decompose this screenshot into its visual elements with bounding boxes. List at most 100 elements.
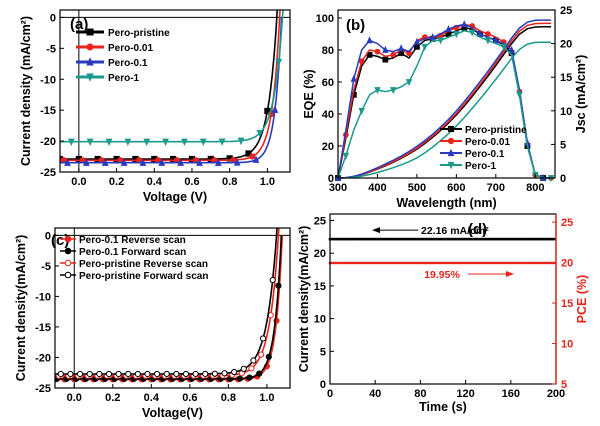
y-tick-label: -10 [35,291,51,303]
pce-marker [468,261,471,265]
pce-marker [482,261,486,265]
current-density-marker [445,237,449,241]
current-density-marker [375,237,379,241]
pce-marker [425,261,429,265]
y-right-axis-label: Jsc (mA/cm²) [574,55,588,134]
pce-marker [341,261,344,265]
pce-marker [343,261,347,265]
pce-marker [348,261,352,265]
pce-marker [500,261,503,265]
pce-marker [388,261,391,265]
pce-marker [532,261,536,265]
series-marker [173,370,180,378]
current-density-marker [400,237,404,241]
series-marker [86,138,94,147]
series-marker [96,370,103,378]
eqe-marker [500,43,507,51]
pce-marker [463,261,466,265]
current-density-marker [500,237,503,241]
y-right-tick-label: 15 [560,72,572,84]
y-tick-label: 80 [322,45,334,57]
current-density-marker [535,237,538,241]
pce-marker [535,261,538,265]
pce-marker [460,261,463,265]
pce-marker [393,261,396,265]
legend-marker [64,235,72,243]
y-tick-label: 25 [314,216,326,228]
pce-marker [333,261,337,265]
series-marker [76,370,84,378]
series-marker [67,370,74,378]
y-tick-label: 60 [322,77,334,89]
legend-label: Pero-1 [465,161,497,172]
y-tick-label: 5 [320,346,326,358]
pce-marker [418,261,421,265]
current-density-marker [338,237,342,241]
current-density-marker [475,237,478,241]
y-right-tick-label: 5 [560,139,566,151]
pce-marker [361,261,364,265]
series-line-pero-pristine [60,10,279,160]
current-density-marker [430,237,434,241]
legend-label: Pero-1 [108,73,140,84]
y-tick-label: 20 [314,248,326,260]
current-density-marker [477,237,481,241]
current-density-marker [465,237,469,241]
jsc-line-pero-1 [337,41,552,179]
series-marker [218,138,226,146]
eqe-marker [485,31,491,37]
current-density-marker [552,237,556,241]
legend-label: Pero-0.1 [465,149,505,160]
y-axis-label: Current density(mA/cm²) [297,226,311,373]
legend-label: Pero-0.1 Forward scan [79,247,186,258]
pce-marker [420,261,424,265]
current-density-marker [485,237,488,241]
current-density-marker [398,237,401,241]
series-marker [250,357,257,364]
pce-marker [353,261,357,265]
eqe-line-pero-1 [337,30,552,179]
series-marker [230,156,237,164]
series-marker [233,158,241,166]
series-group [60,10,284,166]
pce-marker [383,261,386,265]
pce-marker [453,261,456,265]
current-density-marker [544,237,548,241]
panel-label: (c) [51,232,69,249]
series-marker [265,353,272,360]
panel-d: 0 40 80 120 160 200 0 5 10 15 20 25 5 10 15 20 25 Time (s… [297,213,589,414]
pce-marker [428,261,431,265]
eqe-marker [437,37,444,45]
eqe-marker [374,87,381,95]
series-marker [252,155,260,163]
y-tick-label: 100 [316,13,334,25]
x-tick-label: 0.2 [109,176,124,188]
pce-marker [472,261,476,265]
legend-label: Pero-0.01 [108,43,153,54]
y-axis-label: Current density (mA/cm²) [19,16,33,166]
current-density-marker [482,237,486,241]
pce-marker [410,261,414,265]
jsc-line-pero-0-01 [337,22,552,179]
y-tick-label: -20 [35,352,51,364]
pce-marker [390,261,394,265]
y-tick-label: 0 [320,379,326,391]
legend-label: Pero-pristine Reverse scan [79,259,208,270]
pce-marker [363,261,367,265]
x-tick-label: 0.4 [147,176,163,188]
pce-marker [480,261,483,265]
pce-marker [400,261,404,265]
pce-marker [338,261,342,265]
x-tick-label: 200 [547,388,565,400]
series-marker [143,138,151,147]
series-marker [124,138,132,147]
series-marker [256,129,264,138]
current-density-marker [410,237,414,241]
y-right-axis-label: PCE (%) [575,275,589,324]
legend-marker [86,43,94,51]
series-marker [199,138,207,146]
current-density-marker [433,237,436,241]
pce-marker [525,261,528,265]
panel-label: (a) [70,16,88,33]
